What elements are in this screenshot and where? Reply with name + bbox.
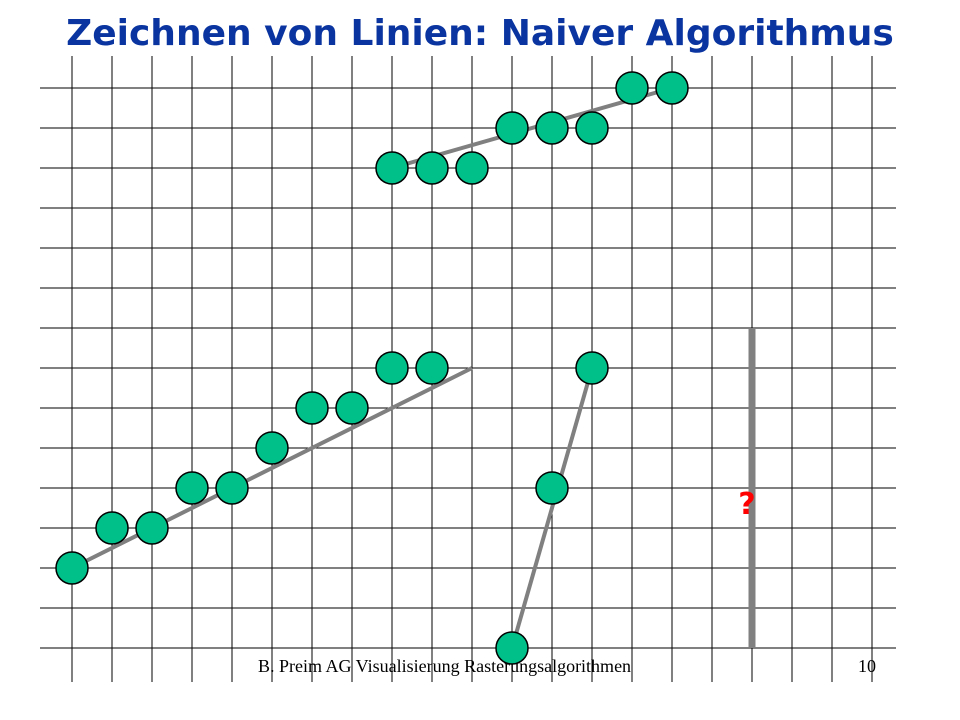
page-number: 10 bbox=[858, 656, 876, 676]
pixel-marker bbox=[655, 71, 689, 105]
pixel-marker bbox=[495, 111, 529, 145]
pixel-marker bbox=[375, 151, 409, 185]
footer-text: B. Preim AG Visualisierung Rasterungsalg… bbox=[258, 656, 632, 676]
question-mark-label: ? bbox=[738, 487, 755, 522]
pixel-marker bbox=[415, 151, 449, 185]
pixel-marker bbox=[495, 631, 529, 665]
pixel-marker bbox=[255, 431, 289, 465]
pixel-marker bbox=[415, 351, 449, 385]
pixel-marker bbox=[295, 391, 329, 425]
pixel-marker bbox=[575, 351, 609, 385]
pixel-marker bbox=[575, 111, 609, 145]
pixel-marker bbox=[95, 511, 129, 545]
pixel-marker bbox=[335, 391, 369, 425]
pixel-marker bbox=[375, 351, 409, 385]
pixel-marker bbox=[455, 151, 489, 185]
steep-line bbox=[510, 367, 594, 649]
slide-title: Zeichnen von Linien: Naiver Algorithmus bbox=[66, 13, 894, 54]
annotation-labels: ? bbox=[738, 487, 755, 522]
pixel-marker bbox=[55, 551, 89, 585]
pixel-marker bbox=[535, 111, 569, 145]
pixel-marker bbox=[135, 511, 169, 545]
pixel-marker bbox=[535, 471, 569, 505]
pixel-marker bbox=[175, 471, 209, 505]
pixel-markers bbox=[55, 71, 689, 665]
pixel-marker bbox=[615, 71, 649, 105]
pixel-marker bbox=[215, 471, 249, 505]
